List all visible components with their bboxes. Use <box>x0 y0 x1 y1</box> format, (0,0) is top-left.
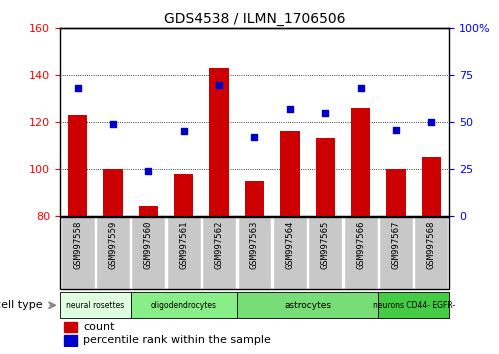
Text: count: count <box>83 322 115 332</box>
Text: oligodendrocytes: oligodendrocytes <box>151 301 217 310</box>
Bar <box>103 169 123 216</box>
Point <box>357 85 365 91</box>
FancyBboxPatch shape <box>202 217 236 289</box>
Point <box>286 106 294 112</box>
FancyBboxPatch shape <box>167 217 201 289</box>
Text: astrocytes: astrocytes <box>284 301 331 310</box>
Bar <box>351 108 370 216</box>
Text: GSM997558: GSM997558 <box>73 220 82 269</box>
Point <box>321 110 329 115</box>
Point <box>250 134 258 140</box>
Text: neurons CD44- EGFR-: neurons CD44- EGFR- <box>373 301 455 310</box>
FancyBboxPatch shape <box>96 217 130 289</box>
Text: GSM997564: GSM997564 <box>285 220 294 269</box>
FancyBboxPatch shape <box>378 292 449 318</box>
Bar <box>64 335 77 346</box>
Point <box>73 85 81 91</box>
FancyBboxPatch shape <box>379 217 413 289</box>
FancyBboxPatch shape <box>308 217 342 289</box>
FancyBboxPatch shape <box>131 292 237 318</box>
Bar <box>174 173 194 216</box>
Bar <box>210 68 229 216</box>
Point <box>109 121 117 127</box>
Title: GDS4538 / ILMN_1706506: GDS4538 / ILMN_1706506 <box>164 12 345 26</box>
FancyBboxPatch shape <box>273 217 307 289</box>
Bar <box>68 115 87 216</box>
Text: cell type: cell type <box>0 300 42 310</box>
Bar <box>386 169 406 216</box>
Text: GSM997565: GSM997565 <box>321 220 330 269</box>
Bar <box>139 206 158 216</box>
Bar <box>422 157 441 216</box>
FancyBboxPatch shape <box>237 292 378 318</box>
Point <box>428 119 436 125</box>
Text: GSM997568: GSM997568 <box>427 220 436 269</box>
Point <box>144 168 152 173</box>
Bar <box>245 181 264 216</box>
FancyBboxPatch shape <box>131 217 165 289</box>
FancyBboxPatch shape <box>415 217 449 289</box>
Text: GSM997561: GSM997561 <box>179 220 188 269</box>
Text: GSM997563: GSM997563 <box>250 220 259 269</box>
Point <box>180 129 188 134</box>
Bar <box>64 322 77 332</box>
Bar <box>280 131 299 216</box>
Text: GSM997567: GSM997567 <box>392 220 401 269</box>
Text: neural rosettes: neural rosettes <box>66 301 124 310</box>
FancyBboxPatch shape <box>238 217 271 289</box>
Text: GSM997566: GSM997566 <box>356 220 365 269</box>
Text: percentile rank within the sample: percentile rank within the sample <box>83 336 271 346</box>
Text: GSM997559: GSM997559 <box>108 220 117 269</box>
FancyBboxPatch shape <box>60 217 94 289</box>
FancyBboxPatch shape <box>60 292 131 318</box>
Bar <box>315 138 335 216</box>
Text: GSM997560: GSM997560 <box>144 220 153 269</box>
Point <box>392 127 400 132</box>
Point <box>215 82 223 87</box>
FancyBboxPatch shape <box>344 217 378 289</box>
Text: GSM997562: GSM997562 <box>215 220 224 269</box>
